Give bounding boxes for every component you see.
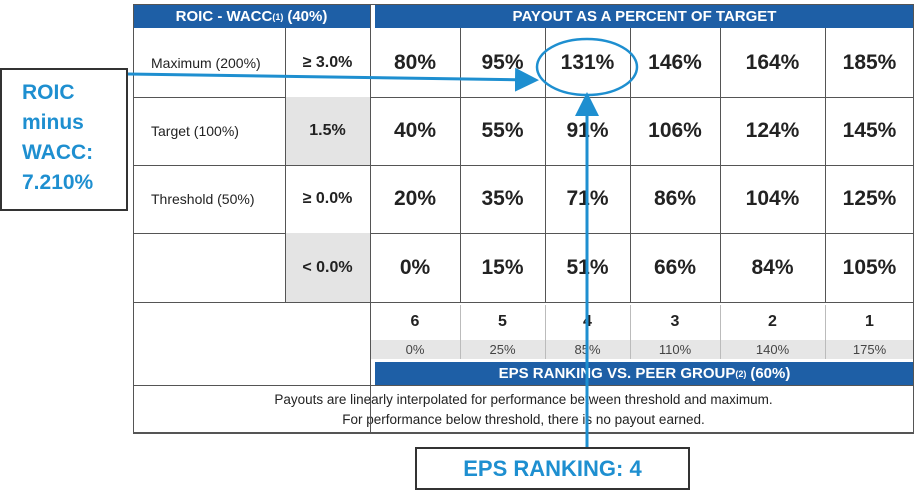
payout: 0%	[399, 255, 431, 279]
callout-line: 7.210%	[22, 171, 94, 194]
right-header: PAYOUT AS A PERCENT OF TARGET	[375, 5, 914, 28]
rule	[825, 305, 826, 359]
row-label: Target (100%)	[151, 123, 239, 139]
payout: 95%	[481, 50, 524, 74]
payout: 15%	[481, 255, 524, 279]
payout: 35%	[481, 187, 524, 210]
eps-header: EPS RANKING VS. PEER GROUP (2) (60%)	[375, 362, 914, 385]
eps-callout: EPS RANKING: 4	[415, 447, 690, 490]
eps-payout: 140%	[720, 340, 825, 359]
rule	[825, 28, 826, 302]
rule	[545, 28, 546, 302]
rule	[133, 165, 914, 166]
threshold: ≥ 0.0%	[302, 190, 353, 207]
rule	[720, 28, 721, 302]
row-label: Threshold (50%)	[151, 191, 255, 207]
eps-rank: 3	[670, 312, 680, 330]
threshold: < 0.0%	[285, 233, 370, 302]
payout: 125%	[842, 187, 897, 210]
payout: 51%	[566, 255, 609, 279]
eps-title: EPS RANKING VS. PEER GROUP	[498, 365, 736, 382]
payout: 91%	[566, 119, 609, 142]
header-sup: (1)	[272, 11, 284, 22]
rule	[133, 4, 914, 5]
eps-payout: 0%	[370, 340, 460, 359]
payout: 106%	[648, 119, 702, 142]
callout-line: ROIC	[22, 81, 75, 104]
notes: Payouts are linearly interpolated for pe…	[133, 388, 914, 432]
rule	[133, 432, 914, 434]
payout: 105%	[842, 255, 897, 279]
payout: 66%	[653, 255, 697, 279]
eps-payout: 25%	[460, 340, 545, 359]
rule	[133, 97, 914, 98]
eps-suffix: (60%)	[750, 365, 791, 382]
payout: 164%	[745, 50, 800, 74]
eps-rank: 2	[768, 312, 777, 330]
row-label	[133, 233, 285, 302]
rule	[460, 305, 461, 359]
payout: 185%	[842, 50, 897, 74]
eps-payout: 110%	[630, 340, 720, 359]
rule	[370, 5, 371, 433]
rule	[720, 305, 721, 359]
eps-rank: 5	[498, 312, 507, 330]
payout: 20%	[393, 187, 437, 210]
rule	[545, 305, 546, 359]
header-title: ROIC - WACC	[175, 8, 273, 25]
rule	[630, 28, 631, 302]
payout: 80%	[393, 50, 437, 74]
note-line: For performance below threshold, there i…	[342, 412, 705, 427]
callout-line: WACC:	[22, 141, 94, 164]
payout: 146%	[648, 50, 702, 74]
rule	[133, 233, 914, 234]
eps-sup: (2)	[735, 368, 747, 379]
eps-rank: 1	[865, 312, 874, 330]
eps-rank: 6	[410, 312, 420, 330]
callout-line: minus	[22, 111, 84, 134]
eps-rank: 4	[583, 312, 592, 330]
rule	[630, 305, 631, 359]
eps-payout: 175%	[825, 340, 914, 359]
header-suffix: (40%)	[287, 8, 328, 25]
payout: 145%	[842, 119, 897, 142]
rule	[133, 5, 134, 433]
rule	[460, 28, 461, 302]
payout: 124%	[745, 119, 800, 142]
payout: 131%	[560, 50, 615, 74]
threshold: 1.5%	[285, 97, 370, 165]
payout: 84%	[751, 255, 794, 279]
left-header: ROIC - WACC (1) (40%)	[133, 5, 370, 28]
payout: 71%	[566, 187, 609, 210]
rule	[133, 385, 914, 386]
payout: 86%	[653, 187, 697, 210]
payout: 55%	[481, 119, 524, 142]
payout: 104%	[745, 187, 800, 210]
roic-callout: ROIC minus WACC: 7.210%	[0, 68, 128, 211]
threshold: ≥ 3.0%	[302, 53, 353, 71]
note-line: Payouts are linearly interpolated for pe…	[274, 392, 773, 407]
payout: 40%	[393, 119, 437, 142]
row-label: Maximum (200%)	[151, 54, 261, 71]
eps-payout: 85%	[545, 340, 630, 359]
rule	[285, 28, 286, 302]
rule	[913, 5, 914, 433]
rule	[133, 302, 914, 303]
